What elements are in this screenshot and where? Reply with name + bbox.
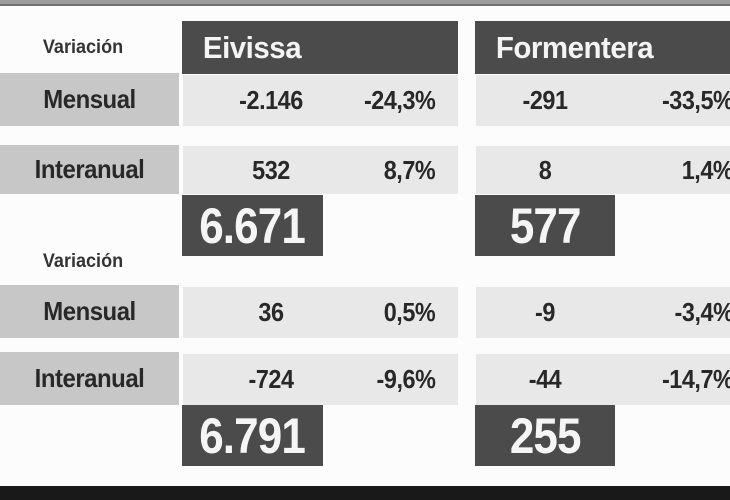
section-1-variation-label: Variación — [42, 37, 124, 58]
formentera-mensual-1-pct: -33,5% — [661, 85, 730, 115]
column-header-formentera-label: Formentera — [495, 29, 654, 65]
top-divider-bar — [0, 0, 730, 6]
row-label-mensual-1: Mensual — [0, 73, 179, 126]
column-header-eivissa: Eivissa — [182, 21, 458, 74]
formentera-interanual-2-pct: -14,7% — [661, 364, 730, 394]
eivissa-interanual-2-band: -724 -9,6% — [183, 354, 458, 405]
row-label-interanual-2: Interanual — [0, 352, 179, 405]
formentera-interanual-1-abs: 8 — [538, 154, 552, 185]
eivissa-mensual-1-band: -2.146 -24,3% — [183, 75, 458, 126]
total-box-formentera-2: 255 — [475, 405, 615, 466]
eivissa-interanual-1-abs: 532 — [252, 154, 290, 185]
total-value: 6.791 — [199, 407, 307, 464]
section-2-variation-label: Variación — [42, 251, 124, 272]
formentera-mensual-1-abs: -291 — [522, 85, 568, 115]
eivissa-interanual-2-pct: -9,6% — [376, 364, 435, 394]
row-label-text: Mensual — [43, 84, 136, 114]
eivissa-mensual-2-abs: 36 — [258, 297, 284, 327]
eivissa-mensual-2-band: 36 0,5% — [183, 287, 458, 338]
total-box-formentera-1: 577 — [475, 195, 615, 256]
row-label-interanual-1: Interanual — [0, 145, 179, 194]
formentera-mensual-2-band: -9 -3,4% — [476, 287, 730, 338]
total-box-eivissa-1: 6.671 — [182, 195, 323, 256]
eivissa-mensual-1-pct: -24,3% — [363, 85, 436, 115]
eivissa-interanual-2-abs: -724 — [248, 364, 294, 394]
total-value: 255 — [509, 407, 582, 464]
formentera-interanual-1-pct: 1,4% — [681, 154, 730, 185]
formentera-interanual-1-band: 8 1,4% — [476, 146, 730, 194]
formentera-mensual-2-pct: -3,4% — [674, 297, 730, 327]
column-header-formentera: Formentera — [475, 21, 730, 74]
formentera-mensual-2-abs: -9 — [535, 297, 555, 327]
eivissa-mensual-1-abs: -2.146 — [239, 85, 303, 115]
row-label-text: Mensual — [43, 296, 136, 326]
bottom-black-bar — [0, 486, 730, 500]
eivissa-interanual-1-pct: 8,7% — [383, 154, 435, 185]
total-box-eivissa-2: 6.791 — [182, 405, 323, 466]
formentera-interanual-2-band: -44 -14,7% — [476, 354, 730, 405]
formentera-mensual-1-band: -291 -33,5% — [476, 75, 730, 126]
row-label-mensual-2: Mensual — [0, 285, 179, 338]
eivissa-interanual-1-band: 532 8,7% — [183, 146, 458, 194]
total-value: 577 — [509, 197, 582, 254]
formentera-interanual-2-abs: -44 — [528, 364, 562, 394]
row-label-text: Interanual — [34, 154, 145, 184]
total-value: 6.671 — [199, 197, 307, 254]
column-header-eivissa-label: Eivissa — [202, 29, 302, 65]
eivissa-mensual-2-pct: 0,5% — [383, 297, 435, 327]
row-label-text: Interanual — [34, 363, 145, 393]
